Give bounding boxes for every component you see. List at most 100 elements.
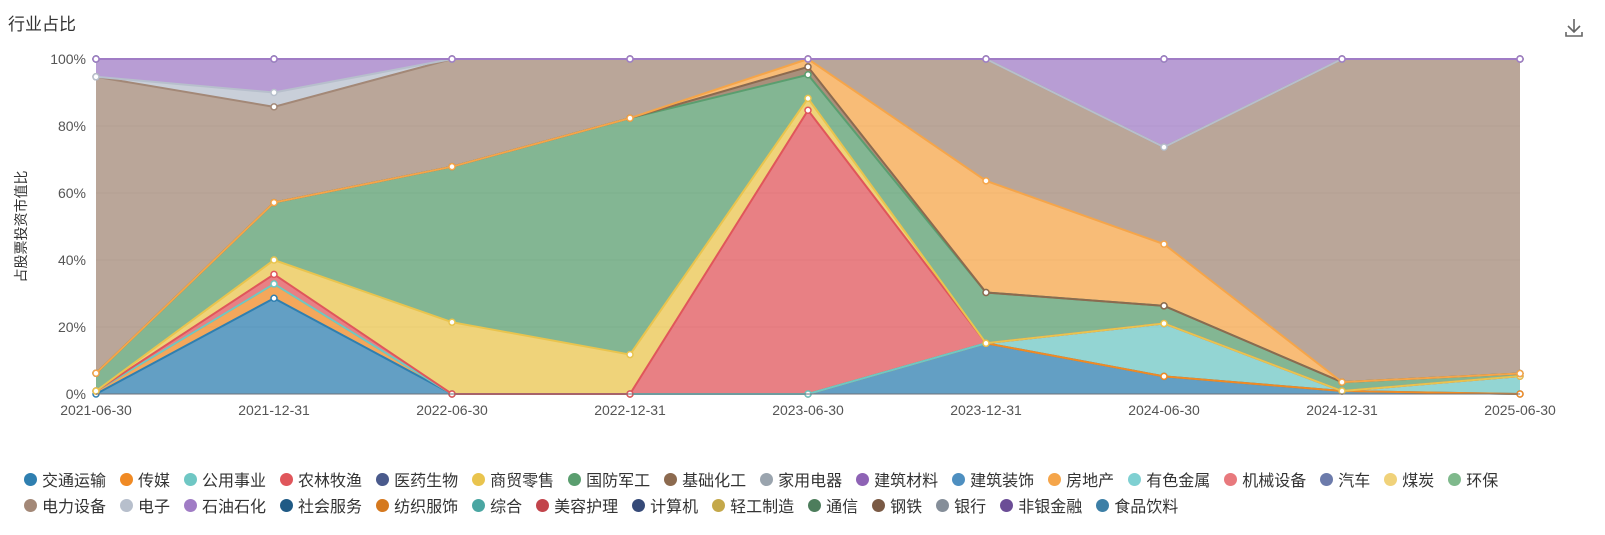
legend-item[interactable]: 电力设备 [24, 493, 106, 517]
legend-item[interactable]: 钢铁 [872, 493, 922, 517]
y-tick-label: 80% [58, 118, 86, 134]
data-point [1160, 319, 1168, 328]
area-房地产 [96, 59, 1520, 383]
legend-label: 国防军工 [586, 471, 651, 490]
legend-item[interactable]: 非银金融 [1000, 493, 1082, 517]
data-point [982, 55, 990, 63]
legend-label: 汽车 [1338, 471, 1371, 490]
data-point [270, 256, 278, 264]
legend-item[interactable]: 通信 [808, 493, 858, 517]
data-point [270, 103, 278, 111]
legend-swatch [120, 472, 134, 486]
legend-item[interactable]: 公用事业 [184, 467, 266, 491]
legend-item[interactable]: 建筑装饰 [952, 467, 1034, 491]
data-point [626, 114, 634, 122]
legend-label: 有色金属 [1146, 471, 1211, 490]
download-icon [1565, 19, 1583, 37]
legend-item[interactable]: 电子 [120, 493, 170, 517]
legend-item[interactable]: 美容护理 [536, 493, 618, 517]
legend-swatch [376, 498, 390, 512]
legend-swatch [24, 498, 37, 512]
legend-item[interactable]: 煤炭 [1384, 467, 1434, 491]
data-point [804, 94, 812, 103]
legend-label: 计算机 [650, 497, 699, 516]
x-tick-label: 2021-06-30 [60, 402, 132, 418]
legend-item[interactable]: 汽车 [1320, 467, 1370, 491]
data-point [1338, 55, 1346, 63]
legend-item[interactable]: 机械设备 [1224, 467, 1306, 491]
legend-swatch [280, 472, 294, 486]
legend-item[interactable]: 家用电器 [760, 467, 842, 491]
legend-swatch [936, 498, 950, 512]
download-button[interactable] [1562, 16, 1586, 40]
legend-swatch [184, 472, 198, 486]
legend-item[interactable]: 石油石化 [184, 493, 266, 517]
data-point [982, 339, 990, 347]
data-point [804, 55, 812, 63]
legend-swatch [472, 472, 486, 486]
data-point [270, 88, 278, 97]
legend-item[interactable]: 传媒 [120, 467, 170, 491]
legend-label: 电力设备 [42, 497, 107, 516]
legend-swatch [1048, 472, 1062, 486]
legend-item[interactable]: 环保 [1448, 467, 1498, 491]
legend-swatch [872, 498, 886, 512]
legend-item[interactable]: 有色金属 [1128, 467, 1210, 491]
legend-label: 机械设备 [1242, 471, 1307, 490]
data-point [626, 55, 634, 63]
legend-item[interactable]: 交通运输 [24, 467, 106, 491]
legend-swatch [1096, 498, 1110, 512]
data-point [1160, 240, 1168, 248]
legend-item[interactable]: 农林牧渔 [280, 467, 362, 491]
area-农林牧渔 [96, 110, 1520, 394]
legend-swatch [952, 472, 966, 486]
data-point [982, 288, 990, 297]
area-电力设备 [96, 59, 1520, 383]
legend-swatch [1384, 472, 1398, 486]
data-point [270, 280, 278, 288]
legend-item[interactable]: 社会服务 [280, 493, 362, 517]
x-tick-label: 2022-06-30 [416, 402, 488, 418]
legend-swatch [632, 498, 646, 512]
legend-item[interactable]: 银行 [936, 493, 986, 517]
data-point [92, 369, 100, 377]
legend-label: 建筑材料 [874, 471, 939, 490]
legend-swatch [760, 472, 774, 486]
data-point [1516, 55, 1524, 63]
data-point [1338, 378, 1346, 386]
legend-item[interactable]: 商贸零售 [472, 467, 554, 491]
legend-swatch [376, 472, 390, 486]
data-point [1160, 302, 1168, 310]
legend-label: 纺织服饰 [394, 497, 459, 516]
x-tick-label: 2025-06-30 [1484, 402, 1556, 418]
data-point [1516, 369, 1524, 378]
data-point [270, 270, 278, 279]
legend-label: 综合 [490, 497, 523, 516]
legend-swatch [856, 472, 870, 486]
y-tick-label: 0% [66, 386, 86, 402]
legend-item[interactable]: 建筑材料 [856, 467, 938, 491]
legend-label: 公用事业 [202, 471, 267, 490]
legend-item[interactable]: 综合 [472, 493, 522, 517]
legend-item[interactable]: 纺织服饰 [376, 493, 458, 517]
area-交通运输 [96, 298, 1520, 394]
data-point [626, 350, 634, 359]
area-石油石化 [96, 59, 1520, 148]
legend-swatch [472, 498, 486, 512]
data-point [1160, 55, 1168, 63]
legend-item[interactable]: 房地产 [1048, 467, 1114, 491]
legend-label: 环保 [1466, 471, 1499, 490]
legend-label: 美容护理 [554, 497, 619, 516]
legend-item[interactable]: 轻工制造 [712, 493, 794, 517]
data-point [804, 106, 812, 114]
legend-item[interactable]: 医药生物 [376, 467, 458, 491]
legend-item[interactable]: 计算机 [632, 493, 698, 517]
legend-item[interactable]: 食品饮料 [1096, 493, 1178, 517]
x-tick-label: 2024-06-30 [1128, 402, 1200, 418]
legend-item[interactable]: 国防军工 [568, 467, 650, 491]
legend-item[interactable]: 基础化工 [664, 467, 746, 491]
legend-row: 电力设备 电子 石油石化 社会服务 纺织服饰 综合 美容护理 计算机 轻工制造 通信 钢铁 银行 非银金… [24, 492, 1284, 518]
x-tick-label: 2023-06-30 [772, 402, 844, 418]
legend-swatch [1320, 472, 1334, 486]
area-国防军工 [96, 74, 1520, 392]
